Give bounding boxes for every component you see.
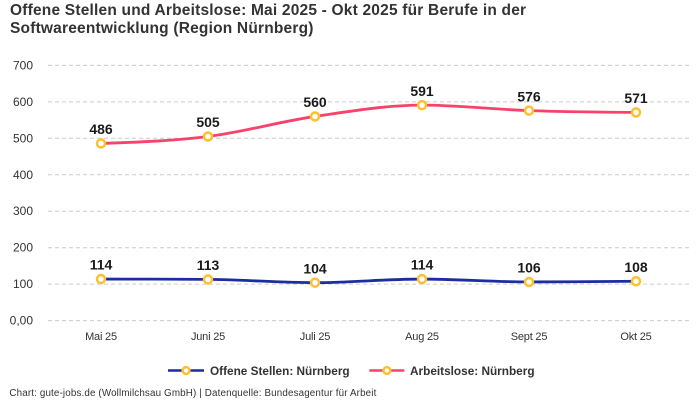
svg-text:106: 106 — [517, 260, 541, 276]
svg-text:591: 591 — [410, 83, 434, 99]
svg-text:Offene Stellen: Nürnberg: Offene Stellen: Nürnberg — [210, 364, 350, 378]
svg-text:Juni 25: Juni 25 — [191, 331, 225, 343]
svg-text:Juli 25: Juli 25 — [300, 331, 330, 343]
svg-text:Sept 25: Sept 25 — [511, 331, 548, 343]
svg-text:571: 571 — [624, 90, 648, 106]
svg-text:Chart: gute-jobs.de (Wollmilch: Chart: gute-jobs.de (Wollmilchsau GmbH) … — [9, 388, 376, 399]
svg-text:576: 576 — [517, 88, 541, 104]
svg-text:200: 200 — [13, 241, 33, 255]
svg-text:Aug 25: Aug 25 — [405, 331, 439, 343]
svg-text:400: 400 — [13, 168, 33, 182]
svg-text:114: 114 — [90, 257, 113, 273]
svg-text:486: 486 — [89, 121, 113, 137]
svg-text:560: 560 — [303, 94, 327, 110]
svg-text:Offene Stellen und Arbeitslose: Offene Stellen und Arbeitslose: Mai 2025… — [10, 2, 526, 19]
svg-text:114: 114 — [411, 257, 434, 273]
svg-text:505: 505 — [196, 114, 220, 130]
svg-text:Mai 25: Mai 25 — [85, 331, 117, 343]
svg-text:113: 113 — [197, 257, 220, 273]
svg-text:Softwareentwicklung (Region Nü: Softwareentwicklung (Region Nürnberg) — [10, 20, 314, 37]
svg-text:300: 300 — [13, 204, 33, 218]
svg-text:500: 500 — [13, 131, 33, 145]
svg-text:600: 600 — [13, 95, 33, 109]
svg-text:100: 100 — [13, 277, 33, 291]
svg-text:0,00: 0,00 — [10, 314, 34, 328]
svg-text:700: 700 — [13, 58, 33, 72]
svg-text:108: 108 — [624, 259, 648, 275]
svg-text:Arbeitslose: Nürnberg: Arbeitslose: Nürnberg — [410, 364, 535, 378]
svg-text:Okt 25: Okt 25 — [620, 331, 651, 343]
svg-text:104: 104 — [303, 260, 327, 276]
